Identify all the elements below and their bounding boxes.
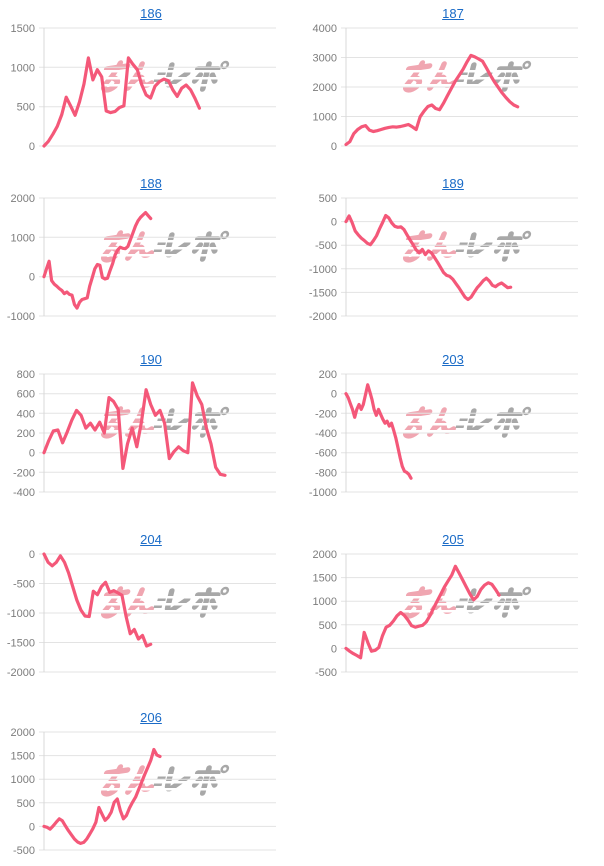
svg-text:-1000: -1000: [309, 487, 337, 499]
svg-text:0: 0: [331, 217, 337, 229]
chart-plot-186: 0 500 1000 1500: [0, 23, 302, 156]
chart-plot-190: -400 -200 0 200 400 600 800: [0, 369, 302, 502]
machine-link-204[interactable]: 204: [140, 532, 162, 547]
chart-cell-188: 188 -1000 0 1000 2000: [0, 170, 302, 340]
chart-cell-186: 186 0 500 1000 1500: [0, 0, 302, 170]
svg-text:-800: -800: [315, 467, 337, 479]
svg-text:1500: 1500: [313, 573, 337, 585]
machine-link-190[interactable]: 190: [140, 352, 162, 367]
svg-text:0: 0: [29, 821, 35, 833]
line-chart-188: -1000 0 1000 2000: [7, 193, 276, 323]
chart-cell-187: 187 0 1000 2000 3000 4000: [302, 0, 604, 170]
chart-title-row: 186: [0, 6, 302, 24]
chart-cell-203: 203 -1000 -800 -600 -400 -200 0 200: [302, 340, 604, 520]
chart-title-row: 206: [0, 710, 302, 728]
svg-text:800: 800: [17, 369, 35, 381]
svg-text:0: 0: [331, 643, 337, 655]
svg-text:0: 0: [29, 448, 35, 460]
svg-text:-400: -400: [315, 428, 337, 440]
svg-text:2000: 2000: [313, 82, 337, 94]
svg-text:-600: -600: [315, 448, 337, 460]
line-chart-203: -1000 -800 -600 -400 -200 0 200: [309, 369, 578, 499]
chart-plot-203: -1000 -800 -600 -400 -200 0 200: [302, 369, 604, 502]
svg-text:-1500: -1500: [7, 638, 35, 650]
svg-text:1500: 1500: [11, 751, 35, 763]
chart-cell-206: 206 -500 0 500 1000 1500 2000: [0, 700, 302, 866]
chart-title-row: 190: [0, 352, 302, 370]
svg-text:0: 0: [331, 389, 337, 401]
line-chart-187: 0 1000 2000 3000 4000: [313, 23, 578, 153]
svg-text:-500: -500: [13, 579, 35, 591]
line-chart-190: -400 -200 0 200 400 600 800: [13, 369, 276, 499]
line-chart-205: -500 0 500 1000 1500 2000: [313, 549, 578, 679]
machine-link-188[interactable]: 188: [140, 176, 162, 191]
svg-text:-500: -500: [13, 845, 35, 857]
chart-plot-187: 0 1000 2000 3000 4000: [302, 23, 604, 156]
svg-text:-2000: -2000: [309, 311, 337, 323]
svg-text:-500: -500: [315, 667, 337, 679]
chart-title-row: 187: [302, 6, 604, 24]
chart-plot-205: -500 0 500 1000 1500 2000: [302, 549, 604, 682]
svg-text:-2000: -2000: [7, 667, 35, 679]
svg-text:1000: 1000: [313, 596, 337, 608]
machine-link-206[interactable]: 206: [140, 710, 162, 725]
svg-text:-200: -200: [315, 408, 337, 420]
chart-title-row: 188: [0, 176, 302, 194]
svg-text:1000: 1000: [11, 774, 35, 786]
svg-text:-1500: -1500: [309, 287, 337, 299]
svg-text:-500: -500: [315, 240, 337, 252]
svg-text:2000: 2000: [11, 193, 35, 205]
chart-title-row: 203: [302, 352, 604, 370]
chart-title-row: 205: [302, 532, 604, 550]
svg-text:-200: -200: [13, 467, 35, 479]
svg-text:3000: 3000: [313, 53, 337, 65]
svg-text:-1000: -1000: [309, 264, 337, 276]
chart-cell-189: 189 -2000 -1500 -1000 -500 0 500: [302, 170, 604, 340]
svg-text:1000: 1000: [11, 62, 35, 74]
svg-text:500: 500: [319, 193, 337, 205]
chart-cell-205: 205 -500 0 500 1000 1500 2000: [302, 520, 604, 700]
line-chart-206: -500 0 500 1000 1500 2000: [11, 727, 276, 857]
svg-text:1000: 1000: [313, 112, 337, 124]
svg-text:2000: 2000: [313, 549, 337, 561]
machine-link-189[interactable]: 189: [442, 176, 464, 191]
svg-text:500: 500: [319, 620, 337, 632]
machine-link-205[interactable]: 205: [442, 532, 464, 547]
svg-text:2000: 2000: [11, 727, 35, 739]
machine-link-186[interactable]: 186: [140, 6, 162, 21]
svg-text:-1000: -1000: [7, 311, 35, 323]
svg-text:500: 500: [17, 798, 35, 810]
line-chart-189: -2000 -1500 -1000 -500 0 500: [309, 193, 578, 323]
svg-text:-400: -400: [13, 487, 35, 499]
svg-text:1500: 1500: [11, 23, 35, 35]
chart-title-row: 204: [0, 532, 302, 550]
svg-text:1000: 1000: [11, 232, 35, 244]
chart-plot-206: -500 0 500 1000 1500 2000: [0, 727, 302, 860]
svg-text:0: 0: [331, 141, 337, 153]
chart-title-row: 189: [302, 176, 604, 194]
svg-text:0: 0: [29, 549, 35, 561]
svg-text:200: 200: [17, 428, 35, 440]
machine-link-187[interactable]: 187: [442, 6, 464, 21]
svg-text:500: 500: [17, 102, 35, 114]
svg-text:4000: 4000: [313, 23, 337, 35]
line-chart-204: -2000 -1500 -1000 -500 0: [7, 549, 276, 679]
svg-text:400: 400: [17, 408, 35, 420]
svg-text:-1000: -1000: [7, 608, 35, 620]
chart-plot-188: -1000 0 1000 2000: [0, 193, 302, 326]
machine-link-203[interactable]: 203: [442, 352, 464, 367]
line-chart-186: 0 500 1000 1500: [11, 23, 276, 153]
chart-plot-189: -2000 -1500 -1000 -500 0 500: [302, 193, 604, 326]
chart-plot-204: -2000 -1500 -1000 -500 0: [0, 549, 302, 682]
chart-cell-190: 190 -400 -200 0 200 400 600 800: [0, 340, 302, 520]
chart-cell-204: 204 -2000 -1500 -1000 -500 0: [0, 520, 302, 700]
svg-text:200: 200: [319, 369, 337, 381]
svg-text:600: 600: [17, 389, 35, 401]
svg-text:0: 0: [29, 272, 35, 284]
svg-text:0: 0: [29, 141, 35, 153]
